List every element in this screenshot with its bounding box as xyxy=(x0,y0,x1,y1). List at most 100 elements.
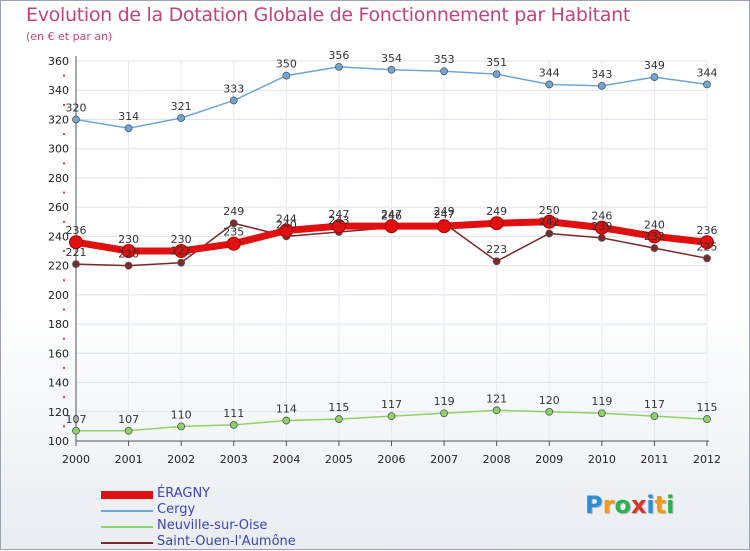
data-label: 236 xyxy=(66,224,87,237)
logo-letter: i xyxy=(646,491,655,519)
data-point xyxy=(387,412,396,421)
legend-swatch xyxy=(101,526,153,528)
y-tick-label: 280 xyxy=(48,172,69,185)
x-tick-label: 2003 xyxy=(220,453,248,466)
data-point xyxy=(545,229,554,238)
data-point xyxy=(72,426,80,435)
legend-item: ÉRAGNY xyxy=(101,486,361,503)
y-tick-label: 340 xyxy=(48,84,69,97)
data-point xyxy=(282,416,291,425)
data-point xyxy=(331,219,346,234)
y-tick-label: 120 xyxy=(48,406,69,419)
data-label: 236 xyxy=(697,224,718,237)
data-labels: 221 220 222 249 240 243 246 249 223 242 239 232 225 1… xyxy=(66,49,718,426)
data-label: 119 xyxy=(591,395,612,408)
data-point xyxy=(226,236,241,251)
y-tick-label: 300 xyxy=(48,143,69,156)
data-label: 242 xyxy=(539,215,560,228)
legend-label: ÉRAGNY xyxy=(157,486,211,501)
data-label: 250 xyxy=(539,204,560,217)
logo-letter: r xyxy=(602,491,615,519)
data-label: 321 xyxy=(171,100,192,113)
data-label: 111 xyxy=(223,407,244,420)
data-label: 246 xyxy=(591,210,612,223)
data-label: 249 xyxy=(223,205,244,218)
x-tick-label: 2009 xyxy=(535,453,563,466)
data-label: 117 xyxy=(381,398,402,411)
y-tick-label: 320 xyxy=(48,113,69,126)
data-label: 354 xyxy=(381,52,402,65)
x-tick-label: 2004 xyxy=(272,453,300,466)
y-tick-label: 240 xyxy=(48,230,69,243)
data-label: 351 xyxy=(486,56,507,69)
data-label: 349 xyxy=(644,59,665,72)
data-point xyxy=(279,223,294,238)
data-label: 119 xyxy=(434,395,455,408)
data-point xyxy=(335,62,343,71)
data-label: 344 xyxy=(539,66,560,79)
data-point xyxy=(542,214,557,229)
chart-subtitle: (en € et par an) xyxy=(26,30,113,43)
data-point xyxy=(492,406,501,415)
y-tick-label: 140 xyxy=(48,377,69,390)
data-point xyxy=(700,235,714,250)
data-point xyxy=(492,257,501,266)
data-point xyxy=(650,73,659,81)
data-point xyxy=(594,220,609,235)
data-label: 117 xyxy=(644,398,665,411)
data-label: 115 xyxy=(328,401,349,414)
y-tick-label: 200 xyxy=(48,289,69,302)
legend-label: Saint-Ouen-l'Aumône xyxy=(157,534,296,549)
x-tick-label: 2002 xyxy=(167,453,195,466)
data-label: 356 xyxy=(328,49,349,62)
data-point xyxy=(545,80,554,89)
x-tick-label: 2000 xyxy=(62,453,90,466)
x-tick-label: 2012 xyxy=(693,453,721,466)
data-point xyxy=(440,409,448,418)
data-point xyxy=(72,260,80,269)
data-point xyxy=(703,80,711,89)
data-point xyxy=(282,71,291,80)
legend-item: Saint-Ouen-l'Aumône xyxy=(101,534,361,551)
data-label: 344 xyxy=(697,66,718,79)
data-point xyxy=(124,261,133,270)
data-point xyxy=(229,219,238,228)
data-point xyxy=(703,254,711,263)
data-label: 249 xyxy=(486,205,507,218)
data-label: 244 xyxy=(276,213,297,226)
data-label: 222 xyxy=(171,245,192,258)
data-point xyxy=(440,67,448,76)
x-tick-label: 2011 xyxy=(640,453,668,466)
data-point xyxy=(177,114,186,122)
y-tick-label: 160 xyxy=(48,347,69,360)
data-label: 110 xyxy=(171,408,192,421)
data-point xyxy=(437,219,452,234)
data-point xyxy=(121,244,136,258)
data-label: 343 xyxy=(591,68,612,81)
data-point xyxy=(335,415,343,423)
data-point xyxy=(597,233,606,242)
data-label: 107 xyxy=(66,413,87,426)
data-point xyxy=(72,115,80,124)
y-tick-label: 100 xyxy=(48,435,69,448)
data-label: 107 xyxy=(118,413,139,426)
data-point xyxy=(647,229,662,244)
logo-letter: P xyxy=(585,491,603,519)
x-tick-label: 2006 xyxy=(378,453,406,466)
proxiti-logo: Proxiti xyxy=(585,491,695,527)
legend-label: Cergy xyxy=(157,502,196,517)
data-point xyxy=(703,415,711,423)
data-label: 240 xyxy=(644,218,665,231)
data-label: 230 xyxy=(171,233,192,246)
data-label: 235 xyxy=(223,226,244,239)
data-label: 114 xyxy=(276,403,297,416)
data-label: 333 xyxy=(223,82,244,95)
data-label: 246 xyxy=(381,210,402,223)
data-point xyxy=(489,216,504,231)
data-label: 320 xyxy=(66,101,87,114)
y-axis-ticks: 100 120 140 160 180 200 220 240 260 280 300 320 340 3… xyxy=(48,55,69,448)
legend-swatch xyxy=(101,542,153,544)
data-label: 314 xyxy=(118,110,139,123)
logo-letter: x xyxy=(630,491,647,519)
